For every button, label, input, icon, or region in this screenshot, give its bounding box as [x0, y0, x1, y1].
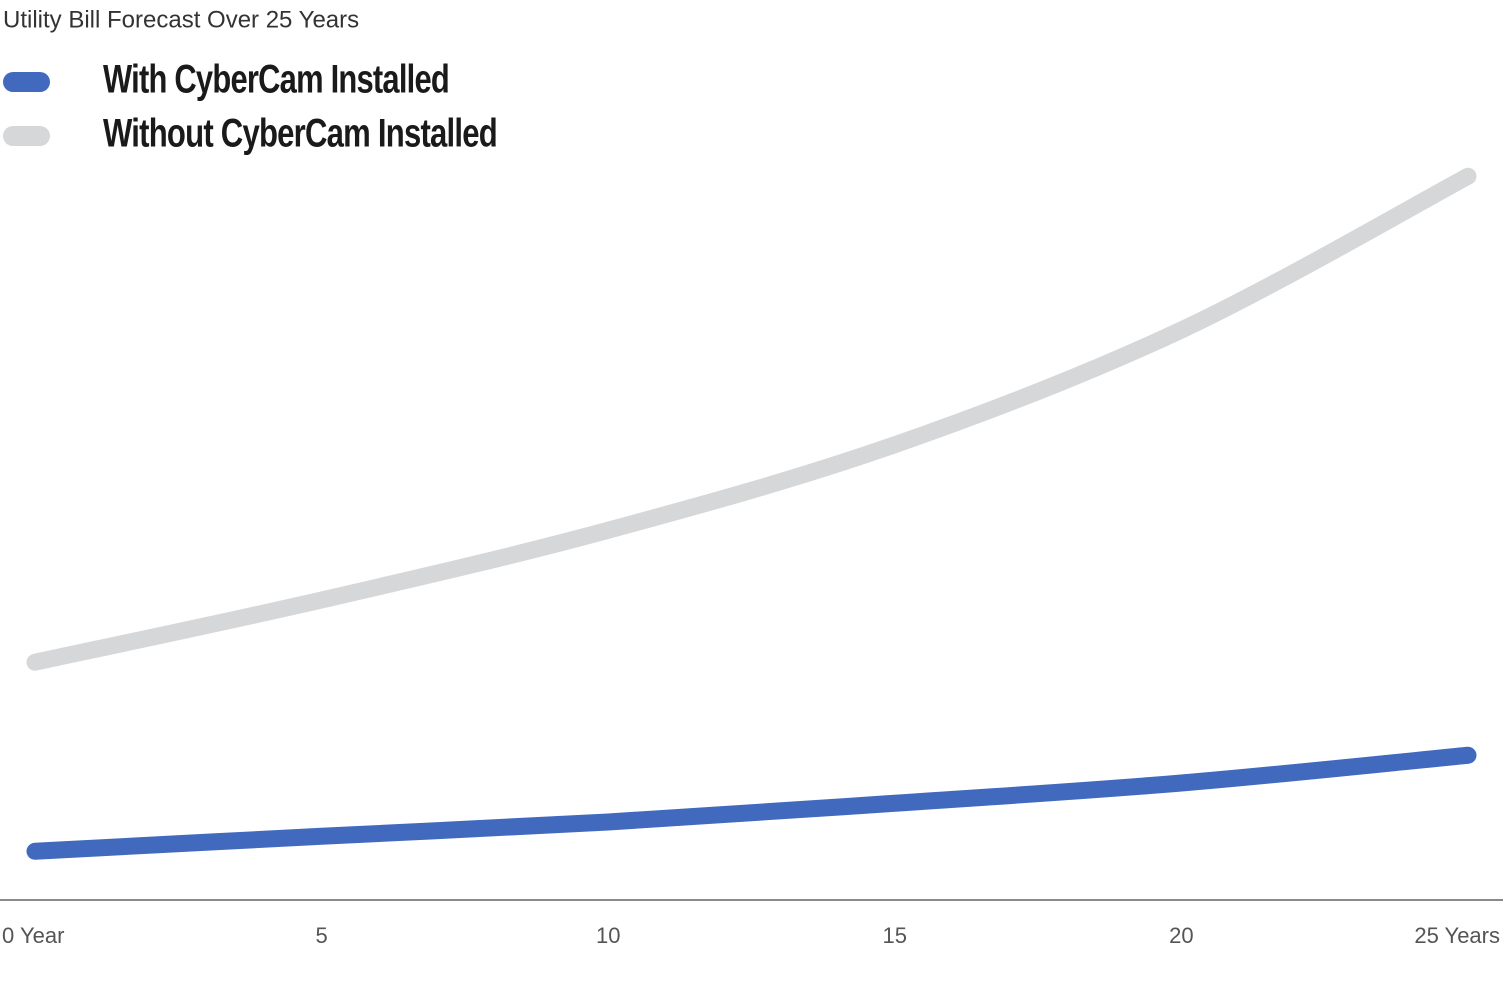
legend-label: With CyberCam Installed [103, 58, 449, 102]
x-tick-label: 25 Years [1414, 923, 1500, 948]
chart-title: Utility Bill Forecast Over 25 Years [3, 6, 359, 33]
x-tick-label: 5 [315, 923, 327, 948]
series-line [26, 167, 1477, 671]
x-tick-label: 10 [596, 923, 620, 948]
x-tick-label: 0 Year [2, 923, 64, 948]
x-tick-label: 15 [883, 923, 907, 948]
series-line [26, 746, 1477, 860]
legend-label: Without CyberCam Installed [103, 112, 497, 156]
x-tick-label: 20 [1169, 923, 1193, 948]
